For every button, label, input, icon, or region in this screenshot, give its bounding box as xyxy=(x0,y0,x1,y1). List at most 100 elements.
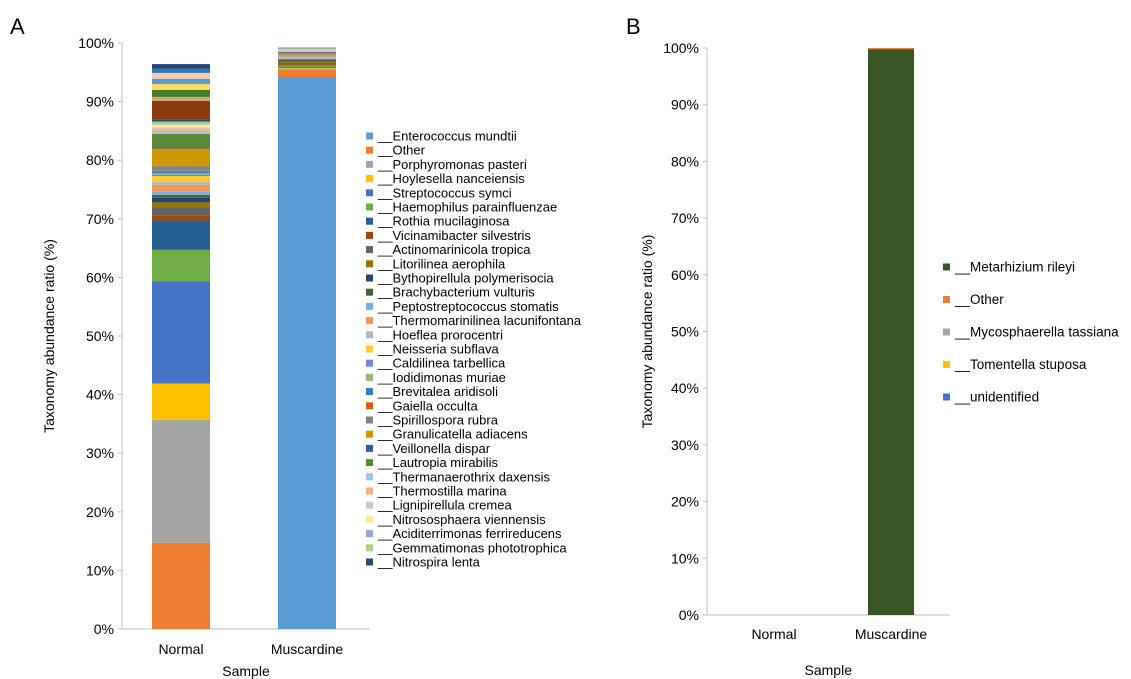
bar-segment xyxy=(152,148,210,167)
legend-swatch xyxy=(366,175,373,183)
y-tick-label: 80% xyxy=(86,152,114,168)
legend-swatch xyxy=(366,217,373,225)
y-tick-label: 100% xyxy=(78,35,114,51)
legend-swatch xyxy=(366,459,373,467)
legend-label: __Brachybacterium vulturis xyxy=(377,285,535,300)
legend-label: __Mycosphaerella tassiana xyxy=(954,325,1119,340)
bar-segment xyxy=(152,68,210,73)
bar-segment xyxy=(278,58,336,60)
bar-segment xyxy=(152,119,210,122)
bar-segment xyxy=(152,124,210,128)
legend-label: __Tomentella stuposa xyxy=(954,357,1087,372)
legend-label: __Nitrososphaera viennensis xyxy=(377,512,546,527)
legend-label: __Nitrospira lenta xyxy=(377,555,481,570)
y-tick-label: 10% xyxy=(671,550,699,566)
bar-segment xyxy=(868,49,914,616)
bar-segment xyxy=(278,47,336,49)
bar-segment xyxy=(278,67,336,69)
bar-segment xyxy=(152,101,210,120)
legend-label: __Porphyromonas pasteri xyxy=(377,157,527,172)
bar-segment xyxy=(152,194,210,198)
bar-segment xyxy=(152,207,210,216)
bar-segment xyxy=(152,123,210,125)
bar-segment xyxy=(278,60,336,62)
bar-segment xyxy=(278,54,336,56)
bar-segment xyxy=(278,49,336,51)
bar-segment xyxy=(278,53,336,55)
legend-swatch xyxy=(366,359,373,367)
legend-swatch xyxy=(366,302,373,310)
legend-label: __Brevitalea aridisoli xyxy=(377,384,498,399)
legend-swatch xyxy=(366,402,373,410)
legend-label: __Thermostilla marina xyxy=(377,484,507,499)
bar-segment xyxy=(152,147,210,149)
bar-segment xyxy=(152,174,210,177)
legend-label: __Thermanaerothrix daxensis xyxy=(377,469,550,484)
y-axis-title: Taxonomy abundance ratio (%) xyxy=(639,235,655,429)
y-tick-label: 90% xyxy=(86,94,114,110)
legend-label: __Peptostreptococcus stomatis xyxy=(377,299,559,314)
bar-segment xyxy=(152,197,210,203)
legend-label: __Granulicatella adiacens xyxy=(377,427,528,442)
bar-segment xyxy=(152,78,210,85)
y-tick-label: 50% xyxy=(671,324,699,340)
y-tick-label: 40% xyxy=(86,387,114,403)
bar-segment xyxy=(152,129,210,133)
legend-label: __Other xyxy=(954,292,1004,307)
legend-label: __Hoylesella nanceiensis xyxy=(377,171,525,186)
legend-swatch xyxy=(366,345,373,353)
bar-segment xyxy=(278,48,336,50)
legend-label: __Veillonella dispar xyxy=(377,441,491,456)
bar-segment xyxy=(278,68,336,69)
bar-segment xyxy=(278,51,336,52)
legend-label: __Haemophilus parainfluenzae xyxy=(377,200,557,215)
bar-segment xyxy=(152,176,210,182)
legend-swatch xyxy=(366,444,373,452)
bar-segment xyxy=(278,56,336,58)
bar-segment xyxy=(152,184,210,192)
bar-segment xyxy=(152,383,210,420)
bar-segment xyxy=(152,166,210,171)
legend-swatch xyxy=(366,501,373,509)
bar-segment xyxy=(278,68,336,70)
legend-swatch xyxy=(366,260,373,268)
legend-swatch xyxy=(366,274,373,282)
y-tick-label: 30% xyxy=(86,445,114,461)
legend-label: __Lignipirellula cremea xyxy=(377,498,512,513)
bar-segment xyxy=(278,59,336,61)
legend-label: __Spirillospora rubra xyxy=(377,413,499,428)
bar-segment xyxy=(152,173,210,175)
legend-swatch xyxy=(366,473,373,481)
legend-label: __Lautropia mirabilis xyxy=(377,455,498,470)
x-tick-label: Normal xyxy=(751,626,796,642)
bar-segment xyxy=(152,215,210,221)
bar-segment xyxy=(152,542,210,629)
bar-segment xyxy=(278,52,336,54)
legend-label: __Hoeflea prorocentri xyxy=(377,327,503,342)
bar-segment xyxy=(278,52,336,53)
y-tick-label: 30% xyxy=(671,437,699,453)
panel-a: A 0% 10% 20% 30% 40% 50% 60% 70% 80% 90% 100% Normal… xyxy=(10,14,582,679)
bar-segment xyxy=(278,57,336,58)
legend-swatch xyxy=(366,231,373,239)
bar-segment xyxy=(152,191,210,195)
legend-label: __Aciditerrimonas ferrireducens xyxy=(377,526,562,541)
bar-segment xyxy=(152,281,210,384)
y-tick-label: 20% xyxy=(671,494,699,510)
legend-swatch xyxy=(366,487,373,495)
bar-segment xyxy=(278,69,336,77)
legend-swatch xyxy=(366,331,373,339)
bar-segment xyxy=(278,64,336,66)
legend-swatch xyxy=(366,189,373,197)
bar-segment xyxy=(152,96,210,102)
bar-segment xyxy=(278,62,336,65)
legend-swatch xyxy=(366,146,373,154)
bar-segment xyxy=(152,181,210,185)
legend-swatch xyxy=(943,296,950,303)
bar-segment xyxy=(278,57,336,59)
legend-label: __Other xyxy=(377,143,426,158)
legend-label: __Caldilinea tarbellica xyxy=(377,356,506,371)
x-axis-title: Sample xyxy=(805,662,853,678)
bar-segment xyxy=(152,89,210,97)
panel-b: B 0% 10% 20% 30% 40% 50% 60% 70% 80% 90% 100% Normal… xyxy=(626,14,1119,678)
